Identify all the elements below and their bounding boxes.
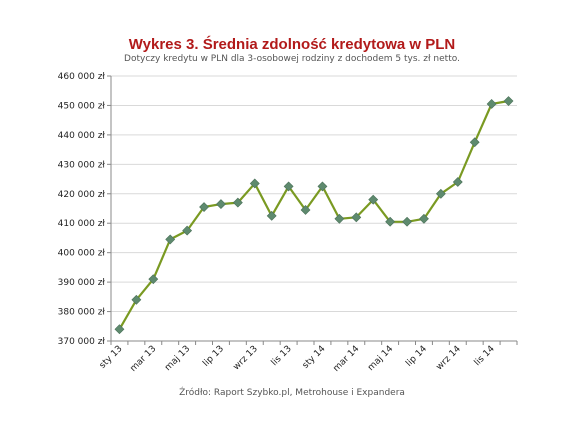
x-tick-label: maj 14 [366, 344, 395, 373]
y-tick-label: 370 000 zł [58, 337, 106, 347]
series-line [114, 96, 514, 335]
y-tick-label: 400 000 zł [58, 249, 106, 259]
data-point [148, 274, 159, 285]
y-tick-label: 380 000 zł [58, 308, 106, 318]
data-point [435, 188, 446, 199]
chart-subtitle: Dotyczy kredytu w PLN dla 3-osobowej rod… [124, 54, 460, 64]
data-point [469, 137, 480, 148]
data-point [249, 178, 260, 189]
y-tick-label: 460 000 zł [58, 72, 106, 82]
x-tick-label: mar 14 [332, 344, 362, 374]
data-point [385, 216, 396, 227]
y-tick-label: 450 000 zł [58, 101, 106, 111]
grid-lines [111, 75, 517, 342]
data-point [419, 213, 429, 224]
data-point [452, 177, 463, 187]
data-point [165, 234, 176, 245]
y-tick-label: 420 000 zł [58, 190, 106, 200]
y-axis: 370 000 zł 380 000 zł 390 000 zł 400 000 zł… [58, 72, 112, 347]
chart-title: Wykres 3. Średnia zdolność kredytowa w P… [128, 36, 456, 53]
y-tick-label: 440 000 zł [58, 131, 106, 141]
data-point [232, 197, 243, 208]
x-axis: sty 13 mar 13 maj 13 lip 13 wrz 13 lis 13 sty … [98, 340, 518, 374]
data-point [216, 199, 226, 210]
data-point [266, 210, 277, 221]
x-tick-label: lis 14 [473, 344, 497, 368]
x-tick-label: maj 13 [163, 344, 192, 373]
data-point [317, 181, 328, 192]
x-tick-label: mar 13 [129, 344, 159, 374]
data-point [131, 294, 142, 305]
data-point [334, 213, 345, 224]
data-point [114, 324, 125, 335]
x-tick-label: sty 14 [301, 344, 328, 371]
x-tick-label: sty 13 [98, 344, 125, 371]
y-tick-label: 390 000 zł [58, 278, 106, 288]
data-point [300, 205, 311, 215]
y-tick-label: 410 000 zł [58, 219, 106, 229]
data-point [368, 194, 379, 205]
data-point [199, 202, 209, 212]
x-tick-label: lip 14 [404, 344, 429, 369]
data-point [351, 212, 362, 223]
data-point [182, 225, 193, 236]
chart-source: Źródło: Raport Szybko.pl, Metrohouse i E… [179, 388, 405, 398]
data-point [486, 99, 497, 109]
x-tick-label: wrz 14 [435, 344, 464, 373]
x-tick-label: lip 13 [201, 344, 226, 369]
x-tick-label: lis 13 [270, 344, 294, 368]
x-tick-label: wrz 13 [232, 344, 260, 372]
data-point [283, 181, 294, 192]
data-point [402, 216, 412, 227]
data-point [503, 96, 514, 106]
y-tick-label: 430 000 zł [58, 160, 106, 170]
